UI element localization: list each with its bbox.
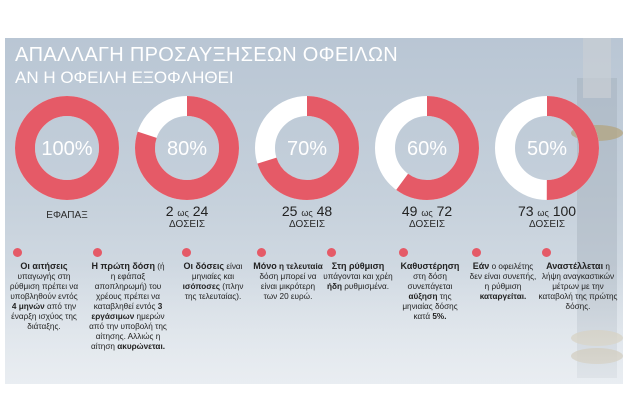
donut-2: 80% [135,96,239,200]
caption-to: 72 [436,203,453,219]
donut-caption-3: 25 ως 48 ΔΟΣΕΙΣ [262,203,352,230]
bullet-dot [472,248,481,257]
note-8: Αναστέλλεται η λήψη αναγκαστικών μέτρων … [538,248,618,312]
donut-caption-main: ΕΦΑΠΑΞ [46,210,88,221]
caption-mid: ως [177,208,189,218]
caption-from: 73 [517,203,534,219]
caption-sub: ΔΟΣΕΙΣ [528,219,566,230]
note-7: Εάν ο οφειλέτης δεν είναι συνεπής, η ρύθ… [468,248,538,302]
note-3: Οι δόσεις είναι μηνιαίες και ισόποσες (π… [178,248,248,302]
note-text: Οι δόσεις είναι μηνιαίες και ισόποσες (π… [182,261,244,301]
caption-sub: ΔΟΣΕΙΣ [408,219,446,230]
donut-percent-label: 60% [407,138,447,160]
infographic-panel: ΑΠΑΛΛΑΓΗ ΠΡΟΣΑΥΞΗΣΕΩΝ ΟΦΕΙΛΩΝ ΑΝ Η ΟΦΕΙΛ… [5,38,623,384]
bullet-dot [399,248,408,257]
bullet-dot [182,248,191,257]
donut-1: 100% [15,96,119,200]
donut-charts: 100% 80% 70% 60% 50% [15,96,599,200]
donut-value-arc [15,96,119,200]
caption-mid: ως [301,208,313,218]
note-text: Οι αιτήσεις υπαγωγής στη ρύθμιση πρέπει … [9,261,79,331]
bullet-dot [542,248,551,257]
caption-sub: ΔΟΣΕΙΣ [168,219,206,230]
caption-from: 49 [401,203,418,219]
chart-title: ΑΠΑΛΛΑΓΗ ΠΡΟΣΑΥΞΗΣΕΩΝ ΟΦΕΙΛΩΝ [15,44,399,66]
donut-percent-label: 50% [527,138,567,160]
bullet-dot [327,248,336,257]
donut-value-arc [375,96,479,200]
donut-caption-1: ΕΦΑΠΑΞ [22,210,112,221]
caption-to: 100 [552,203,577,219]
note-text: Στη ρύθμιση υπάγονται και χρέη ήδη ρυθμι… [323,261,393,291]
note-text: Εάν ο οφειλέτης δεν είναι συνεπής, η ρύθ… [469,261,537,301]
donut-percent-label: 80% [167,138,207,160]
donut-caption-5: 73 ως 100 ΔΟΣΕΙΣ [502,203,592,230]
donut-3: 70% [255,96,359,200]
donut-percent-label: 70% [287,138,327,160]
note-text: Η πρώτη δόση (ή η εφάπαξ αποπληρωμή) του… [89,261,167,351]
note-text: Μόνο η τελευταία δόση μπορεί να είναι μι… [253,261,323,301]
donut-percent-label: 100% [41,138,92,160]
note-5: Στη ρύθμιση υπάγονται και χρέη ήδη ρυθμι… [323,248,393,292]
caption-from: 2 [165,203,174,219]
donut-5: 50% [495,96,599,200]
note-2: Η πρώτη δόση (ή η εφάπαξ αποπληρωμή) του… [89,248,167,352]
caption-mid: ως [537,208,549,218]
note-1: Οι αιτήσεις υπαγωγής στη ρύθμιση πρέπει … [9,248,79,332]
chart-subtitle: ΑΝ Η ΟΦΕΙΛΗ ΕΞΟΦΛΗΘΕΙ [15,68,234,87]
bullet-dot [93,248,102,257]
note-text: Καθυστέρηση στη δόση συνεπάγεται αύξηση … [400,261,460,321]
caption-to: 24 [192,203,209,219]
donut-value-arc [135,96,239,200]
caption-mid: ως [421,208,433,218]
caption-to: 48 [316,203,333,219]
caption-from: 25 [281,203,298,219]
donut-caption-4: 49 ως 72 ΔΟΣΕΙΣ [382,203,472,230]
donut-4: 60% [375,96,479,200]
bullet-dot [257,248,266,257]
note-4: Μόνο η τελευταία δόση μπορεί να είναι μι… [253,248,323,302]
donut-caption-2: 2 ως 24 ΔΟΣΕΙΣ [142,203,232,230]
note-6: Καθυστέρηση στη δόση συνεπάγεται αύξηση … [395,248,465,322]
donut-value-arc [495,96,599,200]
note-text: Αναστέλλεται η λήψη αναγκαστικών μέτρων … [538,261,618,311]
donut-value-arc [255,96,359,200]
bullet-dot [13,248,22,257]
caption-sub: ΔΟΣΕΙΣ [288,219,326,230]
